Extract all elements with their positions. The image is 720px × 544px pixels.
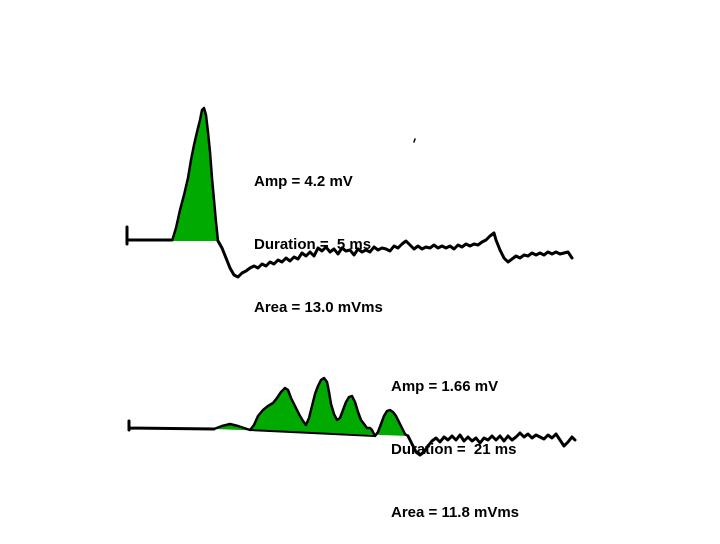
top-area-label: Area = 13.0 mVms <box>254 299 383 316</box>
bottom-area-label: Area = 11.8 mVms <box>391 504 520 521</box>
bottom-duration-label: Duration = 21 ms <box>391 441 517 458</box>
bottom-waveform-baseline <box>249 429 376 437</box>
bottom-waveform-area-outline <box>213 376 409 438</box>
bottom-waveform-measurements: Amp = 1.66 mV Duration = 21 ms Area = 11… <box>391 334 519 544</box>
top-waveform-tick-mark <box>413 138 416 143</box>
top-waveform <box>125 106 574 279</box>
top-amp-label: Amp = 4.2 mV <box>254 173 353 190</box>
top-waveform-measurements: Amp = 4.2 mV Duration = 5 ms Area = 13.0… <box>254 129 383 339</box>
bottom-waveform-area-fill <box>214 378 408 436</box>
top-duration-label: Duration = 5 ms <box>254 236 372 253</box>
top-waveform-area-outline <box>170 106 220 242</box>
bottom-waveform <box>127 376 577 457</box>
top-waveform-area-fill <box>172 108 218 241</box>
top-waveform-trace <box>125 225 574 279</box>
bottom-amp-label: Amp = 1.66 mV <box>391 378 499 395</box>
bottom-waveform-trace <box>127 419 577 457</box>
